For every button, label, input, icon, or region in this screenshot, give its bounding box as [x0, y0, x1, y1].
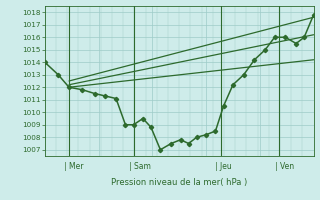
Text: | Sam: | Sam: [130, 162, 151, 171]
Text: Pression niveau de la mer( hPa ): Pression niveau de la mer( hPa ): [111, 179, 247, 188]
Text: | Ven: | Ven: [275, 162, 294, 171]
Text: | Jeu: | Jeu: [215, 162, 232, 171]
Text: | Mer: | Mer: [64, 162, 83, 171]
